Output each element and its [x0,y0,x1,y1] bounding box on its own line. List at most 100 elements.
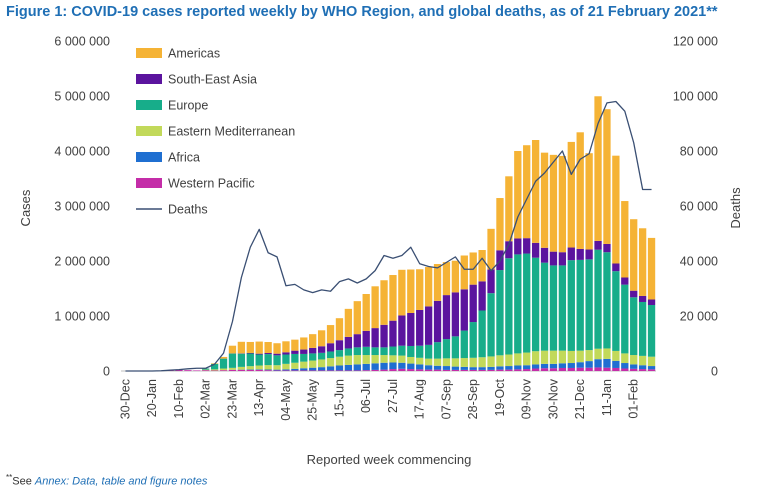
bar-africa [344,364,353,371]
bar-western-pacific [282,370,290,371]
bar-africa [567,363,575,368]
bar-africa [362,363,370,371]
bar-americas [246,341,254,353]
bar-eastern-mediterranean [478,357,486,368]
bar-americas [335,318,344,341]
bar-americas [398,269,406,316]
bar-americas [442,262,451,296]
bar-eastern-mediterranean [300,361,308,369]
bar-eastern-mediterranean [505,354,513,367]
bar-americas [505,176,513,242]
bar-americas [219,356,228,359]
y2-axis-ticks: 0 20 000 40 000 60 000 80 000 100 000 120 000 [673,35,718,379]
bar-americas [389,275,397,321]
bar-western-pacific [603,367,611,371]
bar-africa [638,365,647,370]
bar-europe [460,330,468,359]
bar-south-east-asia [540,247,549,263]
bar-africa [317,367,326,371]
bar-eastern-mediterranean [638,355,647,366]
x-tick-label: 07-Sep [440,379,454,419]
bar-europe [219,358,228,369]
bar-africa [630,364,638,369]
bar-western-pacific [514,369,522,371]
bar-americas [638,228,647,296]
bar-americas [362,294,370,331]
y2-tick-label: 60 000 [680,200,718,214]
bar-americas [451,260,460,293]
bar-south-east-asia [326,343,335,352]
footnote-annex-link[interactable]: Annex: Data, table and figure notes [34,475,208,488]
bar-europe [647,305,656,357]
bar-south-east-asia [433,300,442,343]
bar-africa [594,359,602,368]
bar-africa [558,363,567,368]
bar-eastern-mediterranean [264,365,272,370]
bar-africa [407,363,415,370]
y-tick-label: 3 000 000 [54,200,110,214]
bar-eastern-mediterranean [362,355,370,364]
bar-europe [585,259,593,351]
bar-western-pacific [416,369,424,371]
bar-south-east-asia [442,295,451,340]
legend-swatch-western-pacific [136,178,162,188]
bar-eastern-mediterranean [273,365,281,370]
bar-western-pacific [202,370,210,371]
bar-eastern-mediterranean [496,355,504,367]
bar-americas [371,286,379,329]
bar-western-pacific [442,369,451,371]
deaths-line-layer [125,100,652,372]
bar-americas [344,308,353,337]
bar-europe [549,265,558,351]
bar-eastern-mediterranean [576,350,584,363]
x-axis-title: Reported week commencing [307,452,472,467]
y2-tick-label: 100 000 [673,90,718,104]
bar-africa [478,367,486,370]
bar-europe [451,336,460,359]
bar-eastern-mediterranean [344,355,353,365]
bar-eastern-mediterranean [460,358,468,367]
bar-africa [433,365,442,370]
bar-south-east-asia [273,353,281,356]
bar-europe [389,346,397,356]
bar-africa [309,367,317,371]
bar-africa [603,358,611,368]
bar-south-east-asia [630,290,638,298]
bar-western-pacific [540,368,549,371]
bar-western-pacific [228,369,237,371]
bar-americas [531,140,540,243]
bar-eastern-mediterranean [594,348,602,360]
bar-americas [407,269,415,313]
bar-africa [353,364,361,371]
bar-western-pacific [389,369,397,371]
bar-africa [531,364,540,369]
x-tick-label: 21-Dec [573,379,587,419]
bar-europe [202,368,210,370]
bar-western-pacific [210,370,219,371]
bar-europe [603,252,611,349]
bar-americas [380,280,388,325]
bar-western-pacific [576,367,584,371]
legend-label-americas: Americas [168,47,220,61]
bar-western-pacific [585,367,593,371]
bar-europe [210,363,219,370]
bar-south-east-asia [621,277,629,285]
bar-eastern-mediterranean [326,358,335,367]
bar-eastern-mediterranean [567,350,575,364]
bar-western-pacific [291,370,299,371]
bar-americas [460,255,468,290]
bar-western-pacific [433,369,442,372]
x-tick-label: 28-Sep [466,379,480,419]
bar-south-east-asia [647,299,656,305]
bar-americas [514,151,522,239]
bar-americas [424,267,433,307]
bar-africa [282,369,290,371]
bar-americas [353,301,361,335]
bar-europe [416,345,424,358]
bar-eastern-mediterranean [335,356,344,366]
bar-africa [291,368,299,371]
bar-eastern-mediterranean [558,350,567,364]
bar-americas [594,96,602,241]
bar-africa [264,369,272,371]
bar-south-east-asia [567,247,575,261]
